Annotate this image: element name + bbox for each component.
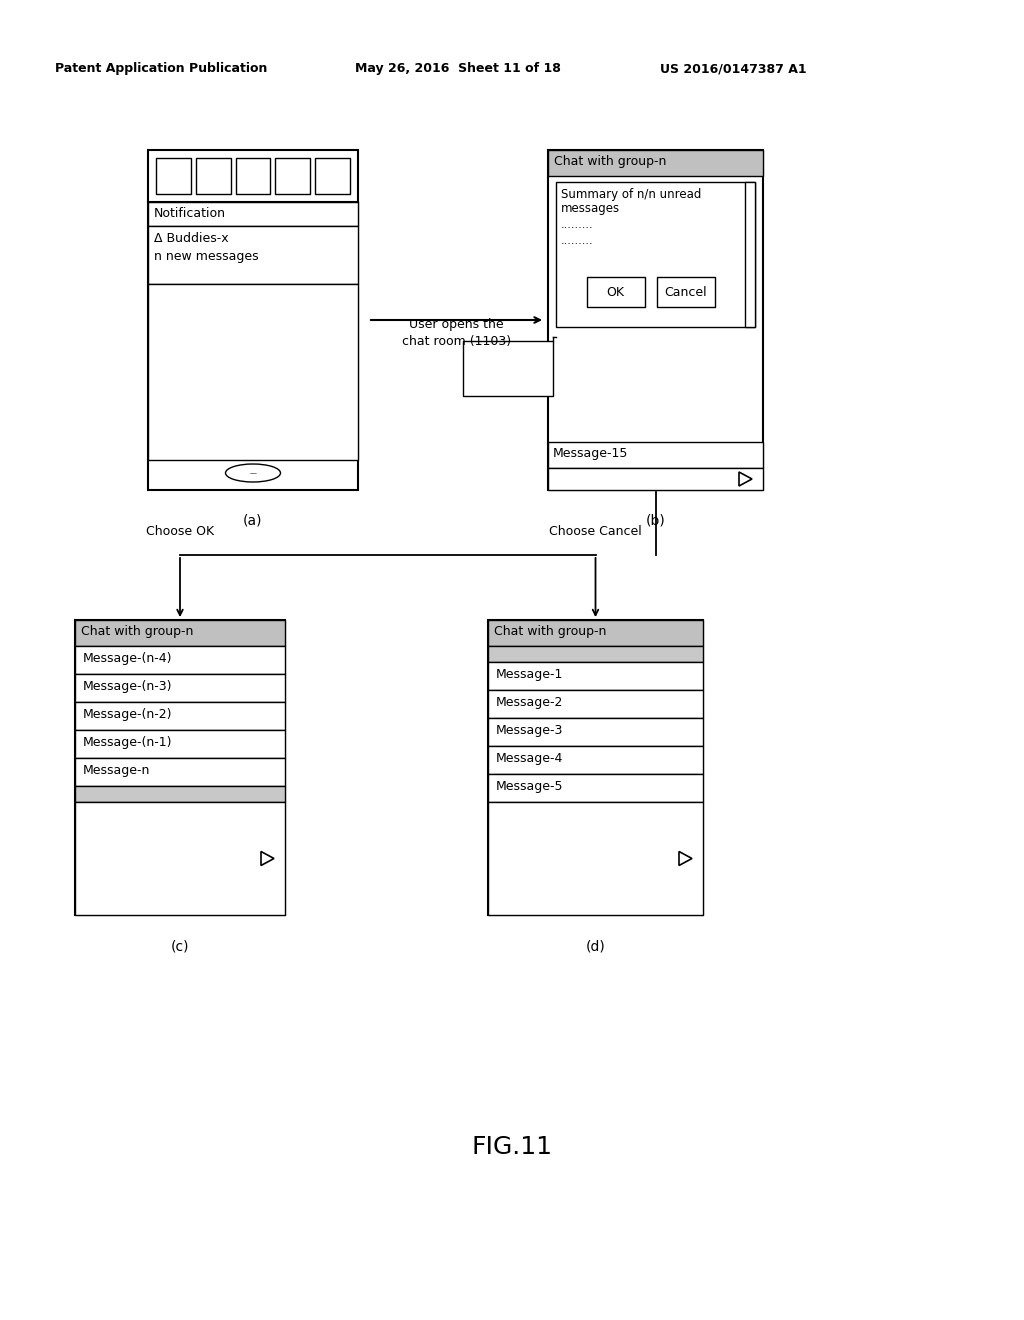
- Bar: [488, 803, 703, 915]
- Text: .........: .........: [561, 220, 594, 230]
- Bar: [587, 277, 644, 308]
- Bar: [75, 758, 285, 785]
- Text: FIG.11: FIG.11: [471, 1135, 553, 1159]
- Bar: [196, 158, 230, 194]
- Bar: [488, 663, 703, 690]
- Bar: [75, 675, 285, 702]
- Text: Message-4: Message-4: [496, 752, 563, 766]
- Text: (c): (c): [171, 939, 189, 953]
- Text: (b): (b): [645, 513, 666, 528]
- Bar: [75, 702, 285, 730]
- Bar: [656, 277, 715, 308]
- Text: —: —: [250, 470, 256, 477]
- Bar: [488, 774, 703, 803]
- Text: messages: messages: [561, 202, 621, 215]
- Text: Chat with group-n: Chat with group-n: [554, 154, 667, 168]
- Text: Message-(n-1): Message-(n-1): [83, 737, 172, 748]
- Bar: [75, 645, 285, 675]
- Text: Message-n: Message-n: [83, 764, 151, 777]
- Bar: [148, 150, 358, 490]
- Text: Notification: Notification: [154, 207, 226, 220]
- Bar: [75, 620, 285, 645]
- Bar: [148, 226, 358, 284]
- Text: Message-1: Message-1: [496, 668, 563, 681]
- Bar: [556, 182, 755, 327]
- Text: Choose Cancel: Choose Cancel: [549, 525, 642, 539]
- Text: Message-(n-2): Message-(n-2): [83, 708, 172, 721]
- Text: Message-15: Message-15: [553, 447, 629, 459]
- Bar: [275, 158, 310, 194]
- Bar: [488, 718, 703, 746]
- Text: User opens the: User opens the: [410, 318, 504, 331]
- Text: Message-(n-3): Message-(n-3): [83, 680, 172, 693]
- Text: Δ Buddies-x: Δ Buddies-x: [154, 232, 228, 246]
- Text: .........: .........: [561, 236, 594, 246]
- Bar: [548, 150, 763, 490]
- Bar: [236, 158, 270, 194]
- Bar: [463, 341, 553, 396]
- Text: US 2016/0147387 A1: US 2016/0147387 A1: [660, 62, 807, 75]
- Text: (d): (d): [586, 939, 605, 953]
- Text: Chat with group-n: Chat with group-n: [494, 624, 606, 638]
- Bar: [745, 182, 755, 327]
- Bar: [75, 803, 285, 915]
- Text: Patent Application Publication: Patent Application Publication: [55, 62, 267, 75]
- Text: Message-2: Message-2: [496, 696, 563, 709]
- Text: chat room (1103): chat room (1103): [402, 335, 511, 348]
- Bar: [488, 620, 703, 645]
- Text: Cancel: Cancel: [665, 285, 707, 298]
- Text: Summary of n/n unread: Summary of n/n unread: [561, 187, 701, 201]
- Bar: [548, 150, 763, 176]
- Bar: [75, 785, 285, 803]
- Bar: [488, 620, 703, 915]
- Bar: [156, 158, 190, 194]
- Bar: [488, 690, 703, 718]
- Text: Choose OK: Choose OK: [146, 525, 214, 539]
- Bar: [148, 284, 358, 459]
- Text: Message-5: Message-5: [496, 780, 563, 793]
- Bar: [75, 620, 285, 915]
- Text: (a): (a): [244, 513, 263, 528]
- Text: Message-3: Message-3: [496, 723, 563, 737]
- Text: Message-(n-4): Message-(n-4): [83, 652, 172, 665]
- Bar: [488, 645, 703, 663]
- Text: Chat with group-n: Chat with group-n: [81, 624, 194, 638]
- Text: OK: OK: [606, 285, 625, 298]
- Text: n new messages: n new messages: [154, 249, 259, 263]
- Bar: [148, 202, 358, 226]
- Bar: [75, 730, 285, 758]
- Text: May 26, 2016  Sheet 11 of 18: May 26, 2016 Sheet 11 of 18: [355, 62, 561, 75]
- Bar: [315, 158, 350, 194]
- Bar: [548, 442, 763, 469]
- Bar: [548, 469, 763, 490]
- Bar: [488, 746, 703, 774]
